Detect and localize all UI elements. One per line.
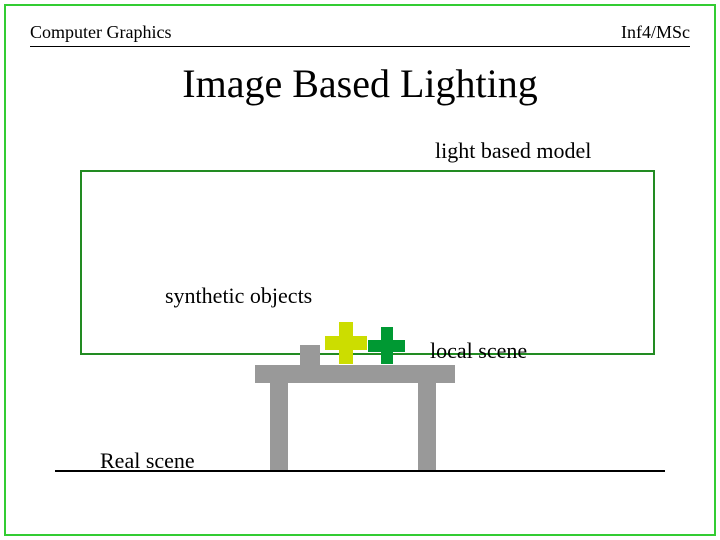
footer-line bbox=[55, 470, 665, 472]
green-plus-object bbox=[368, 327, 405, 364]
gray-square-object bbox=[300, 345, 320, 365]
yellow-plus-v bbox=[339, 322, 353, 364]
header-right: Inf4/MSc bbox=[621, 22, 690, 43]
table-leg-left bbox=[270, 383, 288, 470]
slide-title: Image Based Lighting bbox=[0, 60, 720, 107]
green-plus-v bbox=[381, 327, 393, 364]
yellow-plus-object bbox=[325, 322, 367, 364]
header-row: Computer Graphics Inf4/MSc bbox=[30, 22, 690, 43]
header-left: Computer Graphics bbox=[30, 22, 171, 43]
header-underline bbox=[30, 46, 690, 47]
table-top bbox=[255, 365, 455, 383]
label-light-model: light based model bbox=[435, 138, 591, 164]
table-leg-right bbox=[418, 383, 436, 470]
label-synthetic-objects: synthetic objects bbox=[165, 283, 312, 309]
label-local-scene: local scene bbox=[430, 338, 527, 364]
